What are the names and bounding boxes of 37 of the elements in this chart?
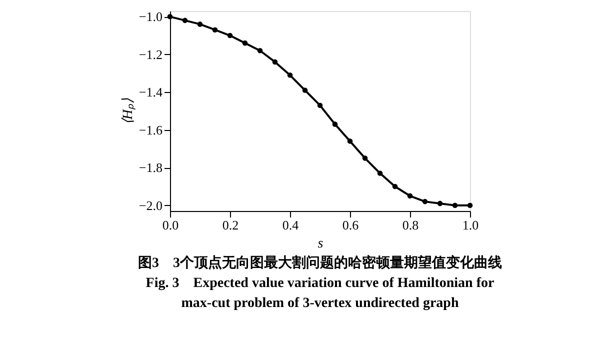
y-tick-label: −1.8 — [138, 160, 162, 176]
x-tick-label: 0.6 — [342, 218, 360, 232]
x-axis-title: s — [318, 236, 324, 252]
point — [452, 202, 458, 208]
y-axis-title: ⟨Hₚ⟩ — [120, 97, 136, 125]
x-tick-label: 0.0 — [162, 218, 179, 232]
point — [212, 27, 218, 33]
y-tick-label: −1.0 — [138, 9, 162, 24]
point — [407, 193, 413, 199]
point — [197, 22, 203, 27]
x-tick-label: 1.0 — [462, 218, 479, 232]
point — [437, 200, 443, 206]
point — [362, 156, 368, 161]
point — [182, 18, 188, 24]
y-tick-label: −1.4 — [138, 84, 163, 100]
point — [377, 170, 383, 176]
x-tick-label: 0.4 — [282, 218, 300, 232]
point — [167, 14, 173, 20]
y-tick-label: −1.6 — [138, 122, 163, 138]
point — [287, 72, 293, 78]
point — [332, 122, 338, 127]
y-tick-label: −2.0 — [138, 198, 162, 213]
y-tick-label: −1.2 — [138, 46, 162, 62]
x-tick-label: 0.2 — [222, 218, 239, 232]
point — [467, 202, 473, 208]
point — [272, 59, 278, 65]
point — [392, 184, 398, 190]
point — [242, 40, 248, 46]
x-tick-label: 0.8 — [402, 218, 419, 232]
point — [302, 88, 308, 93]
point — [317, 102, 323, 108]
caption: 图3 3个顶点无向图最大割问题的哈密顿量期望值变化曲线 — [138, 254, 502, 271]
point — [422, 198, 428, 204]
point — [347, 138, 353, 144]
caption: Fig. 3 Expected value variation curve of Hamiltonian for max-cut problem of 3-vertex undirected graph — [146, 276, 494, 311]
point — [257, 48, 263, 54]
point — [227, 32, 233, 38]
